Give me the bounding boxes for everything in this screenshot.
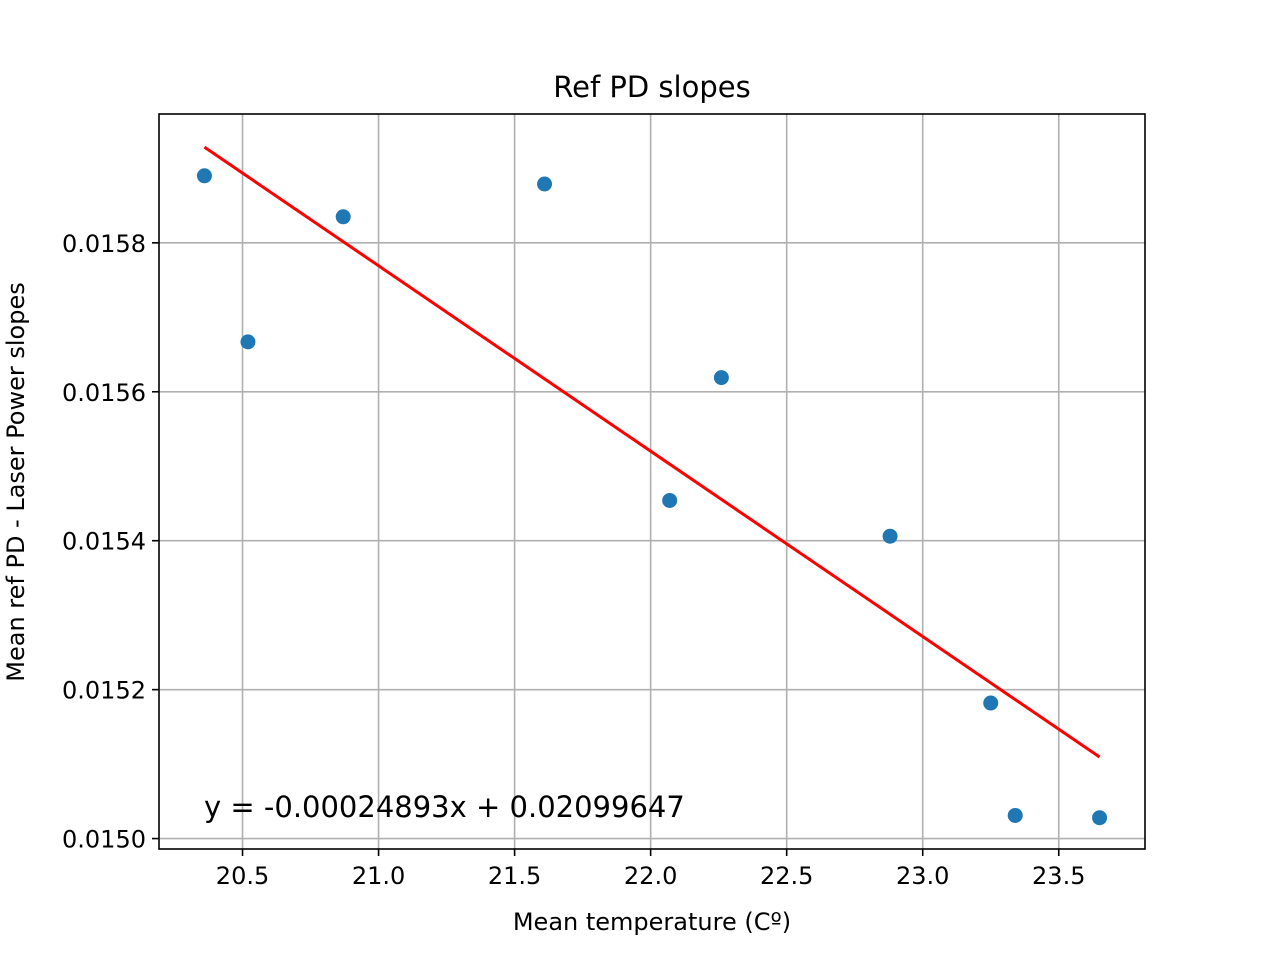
x-axis-ticks: 20.5 21.0 21.5 22.0 22.5 23.0 23.5 <box>216 849 1085 890</box>
data-point <box>882 528 898 544</box>
y-tick-label: 0.0150 <box>62 826 146 854</box>
x-tick-label: 22.0 <box>624 862 677 890</box>
data-point <box>1007 807 1023 823</box>
x-axis-label: Mean temperature (Cº) <box>513 908 791 936</box>
x-tick-label: 23.5 <box>1032 862 1085 890</box>
data-points <box>196 168 1108 826</box>
fit-equation-annotation: y = -0.00024893x + 0.02099647 <box>204 790 685 824</box>
y-axis-ticks: 0.0150 0.0152 0.0154 0.0156 0.0158 <box>62 230 159 854</box>
x-tick-label: 22.5 <box>760 862 813 890</box>
data-point <box>537 176 553 192</box>
data-point <box>713 370 729 386</box>
data-point <box>983 695 999 711</box>
data-point <box>662 492 678 508</box>
fit-line <box>203 145 1101 759</box>
y-tick-label: 0.0154 <box>62 528 146 556</box>
y-tick-label: 0.0156 <box>62 379 146 407</box>
x-tick-label: 21.0 <box>352 862 405 890</box>
grid-lines <box>159 114 1145 849</box>
y-tick-label: 0.0152 <box>62 677 146 705</box>
x-tick-label: 23.0 <box>896 862 949 890</box>
data-point <box>335 209 351 225</box>
chart-title: Ref PD slopes <box>553 70 750 104</box>
data-point <box>196 168 212 184</box>
data-point <box>240 334 256 350</box>
x-tick-label: 20.5 <box>216 862 269 890</box>
y-tick-label: 0.0158 <box>62 230 146 258</box>
x-tick-label: 21.5 <box>488 862 541 890</box>
data-point <box>1092 810 1108 826</box>
y-axis-label: Mean ref PD - Laser Power slopes <box>2 282 30 681</box>
fit-line-group <box>203 145 1101 759</box>
plot-frame <box>158 113 1146 850</box>
